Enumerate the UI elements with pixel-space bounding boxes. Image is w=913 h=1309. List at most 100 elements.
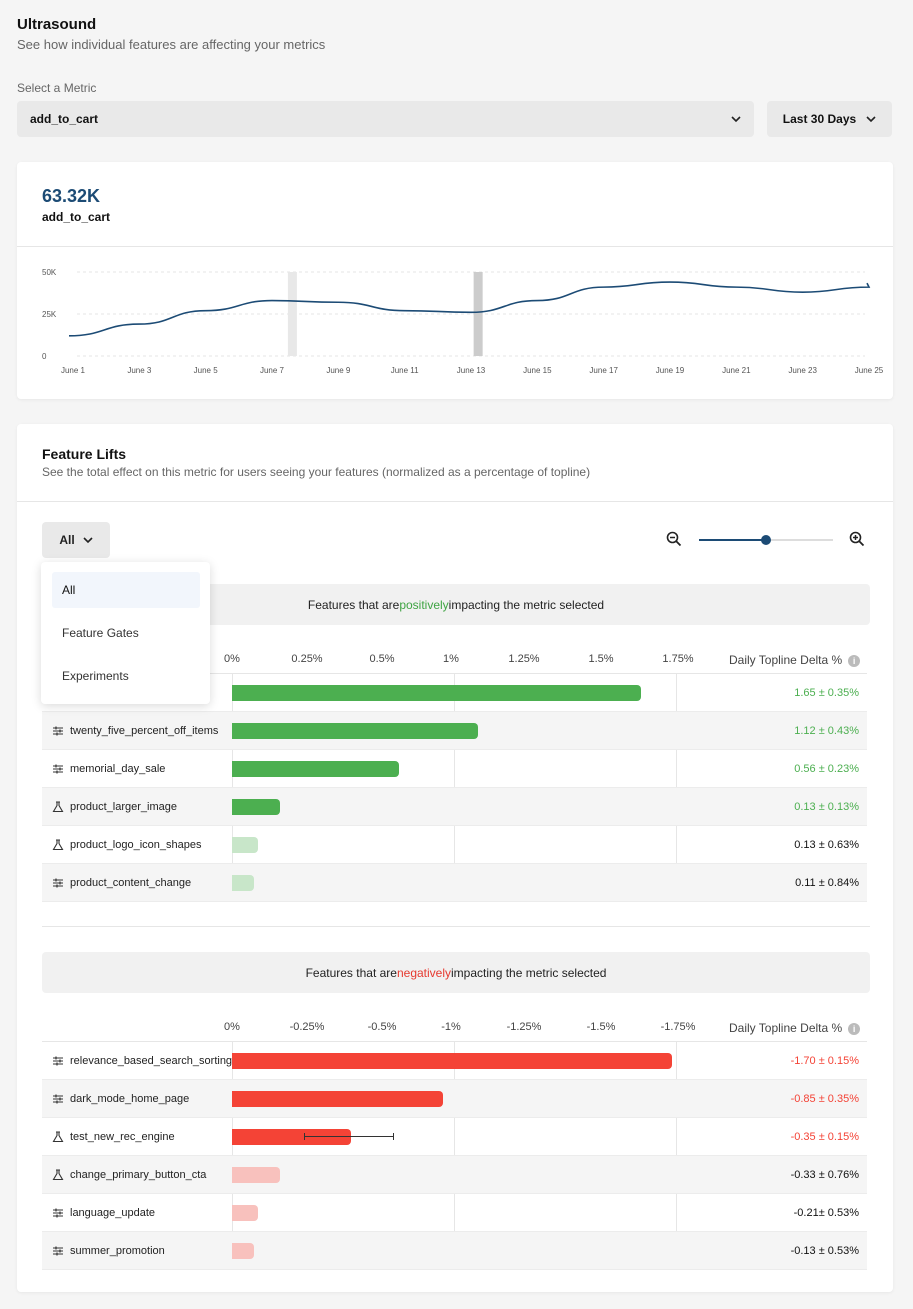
lift-bar[interactable] xyxy=(232,837,259,853)
dropdown-option-all[interactable]: All xyxy=(52,572,200,608)
value-column-header: Daily Topline Delta % i xyxy=(729,653,861,667)
zoom-out-icon[interactable] xyxy=(666,531,682,547)
zoom-in-icon[interactable] xyxy=(849,531,865,547)
feature-row[interactable]: product_larger_image 0.13 ± 0.13% xyxy=(42,788,867,826)
zoom-slider-handle[interactable] xyxy=(761,535,771,545)
card-divider xyxy=(17,501,893,502)
info-icon[interactable]: i xyxy=(848,1023,861,1035)
lift-bar[interactable] xyxy=(232,685,642,701)
feature-row[interactable]: relevance_based_search_sorting -1.70 ± 0.… xyxy=(42,1042,867,1080)
x-tick-label: June 23 xyxy=(788,366,817,375)
feature-type-filter[interactable]: All xyxy=(42,522,110,558)
feature-row[interactable]: language_update -0.21± 0.53% xyxy=(42,1194,867,1232)
feature-name-text: language_update xyxy=(70,1207,156,1219)
axis-tick-label: 1.75% xyxy=(662,653,694,665)
feature-name-text: memorial_day_sale xyxy=(70,763,166,775)
feature-row[interactable]: 1.65 ± 0.35% xyxy=(42,674,867,712)
y-tick-label: 25K xyxy=(42,310,57,319)
experiment-icon xyxy=(52,801,64,813)
lift-bar[interactable] xyxy=(232,1205,259,1221)
axis-tick-label: 0% xyxy=(224,653,240,665)
lift-bar[interactable] xyxy=(232,1129,351,1145)
axis-tick-label: -0.5% xyxy=(367,1021,397,1033)
value-column-header-text: Daily Topline Delta % xyxy=(729,653,843,667)
feature-lifts-subtitle: See the total effect on this metric for … xyxy=(42,465,591,479)
section-divider xyxy=(42,926,870,927)
axis-tick-label: 1.5% xyxy=(588,653,614,665)
feature-name: memorial_day_sale xyxy=(52,750,165,788)
lift-bar[interactable] xyxy=(232,761,400,777)
page-title: Ultrasound xyxy=(17,16,97,33)
feature-row[interactable]: change_primary_button_cta -0.33 ± 0.76% xyxy=(42,1156,867,1194)
axis-tick-label: -1.75% xyxy=(660,1021,696,1033)
page-subtitle: See how individual features are affectin… xyxy=(17,37,326,52)
feature-lifts-card: Feature Lifts See the total effect on th… xyxy=(17,424,893,1292)
metric-total-value: 63.32K xyxy=(42,186,101,206)
x-tick-label: June 17 xyxy=(589,366,618,375)
metric-select-value: add_to_cart xyxy=(30,112,99,126)
table-header-divider xyxy=(42,673,867,674)
lift-bar[interactable] xyxy=(232,723,479,739)
dropdown-option-feature-gates[interactable]: Feature Gates xyxy=(62,626,139,640)
feature-row[interactable]: twenty_five_percent_off_items 1.12 ± 0.43… xyxy=(42,712,867,750)
feature-name: language_update xyxy=(52,1194,155,1232)
feature-gate-icon xyxy=(53,1246,63,1256)
lift-bar[interactable] xyxy=(232,799,281,815)
feature-name-text: test_new_rec_engine xyxy=(70,1131,175,1143)
axis-tick-label: 0.25% xyxy=(291,653,323,665)
feature-gate-icon xyxy=(53,1208,63,1218)
axis-tick-label: 1.25% xyxy=(508,653,540,665)
feature-name-text: summer_promotion xyxy=(70,1245,165,1257)
x-tick-label: June 13 xyxy=(457,366,486,375)
metric-select-label: Select a Metric xyxy=(17,81,97,95)
feature-name-text: product_larger_image xyxy=(70,801,178,813)
zoom-slider-track[interactable] xyxy=(699,535,833,545)
banner-text: impacting the metric selected xyxy=(448,597,605,612)
y-tick-label: 50K xyxy=(42,268,57,277)
info-icon[interactable]: i xyxy=(848,655,861,667)
x-tick-label: June 7 xyxy=(260,366,285,375)
feature-lifts-title: Feature Lifts xyxy=(42,446,127,462)
banner-text: impacting the metric selected xyxy=(451,965,607,980)
feature-name-text: twenty_five_percent_off_items xyxy=(70,725,219,737)
metric-select[interactable]: add_to_cart xyxy=(17,101,754,137)
axis-tick-label: -1.25% xyxy=(506,1021,542,1033)
x-tick-label: June 1 xyxy=(61,366,86,375)
feature-row[interactable]: memorial_day_sale 0.56 ± 0.23% xyxy=(42,750,867,788)
feature-row[interactable]: dark_mode_home_page -0.85 ± 0.35% xyxy=(42,1080,867,1118)
chevron-down-icon xyxy=(731,116,741,123)
feature-gate-icon xyxy=(53,726,63,736)
lift-value: 1.12 ± 0.43% xyxy=(794,725,859,737)
axis-tick-label: 1% xyxy=(443,653,459,665)
banner-text: Features that are xyxy=(305,965,397,980)
lift-bar[interactable] xyxy=(232,1243,254,1259)
date-range-select[interactable]: Last 30 Days xyxy=(767,101,892,137)
lift-value: -0.33 ± 0.76% xyxy=(790,1169,859,1181)
lift-bar[interactable] xyxy=(232,1167,281,1183)
date-range-value: Last 30 Days xyxy=(782,112,857,126)
feature-gate-icon xyxy=(53,1056,63,1066)
feature-row[interactable]: test_new_rec_engine -0.35 ± 0.15% xyxy=(42,1118,867,1156)
feature-row[interactable]: product_content_change 0.11 ± 0.84% xyxy=(42,864,867,902)
feature-name: dark_mode_home_page xyxy=(52,1080,189,1118)
metric-trend-chart: 50K 25K 0 June 1 June 3 June 5 June 7 June 9 Jun… xyxy=(42,268,884,375)
feature-name: product_content_change xyxy=(52,864,191,902)
lift-value: 0.11 ± 0.84% xyxy=(795,877,859,889)
dropdown-option-experiments[interactable]: Experiments xyxy=(62,669,129,683)
lift-value: 1.65 ± 0.35% xyxy=(794,687,859,699)
lift-bar[interactable] xyxy=(232,875,254,891)
chevron-down-icon xyxy=(866,116,876,123)
banner-text: Features that are xyxy=(307,597,400,612)
experiment-icon xyxy=(52,1131,64,1143)
feature-row[interactable]: product_logo_icon_shapes 0.13 ± 0.63% xyxy=(42,826,867,864)
x-tick-label: June 19 xyxy=(656,366,685,375)
feature-name: relevance_based_search_sorting xyxy=(52,1042,232,1080)
metric-summary-card: 63.32K add_to_cart 50K 25K 0 June 1 June 3 Ju… xyxy=(17,162,893,399)
feature-row[interactable]: summer_promotion -0.13 ± 0.53% xyxy=(42,1232,867,1270)
value-column-header: Daily Topline Delta % i xyxy=(729,1021,861,1035)
feature-name: summer_promotion xyxy=(52,1232,165,1270)
lift-bar[interactable] xyxy=(232,1053,672,1069)
feature-gate-icon xyxy=(53,878,63,888)
lift-bar[interactable] xyxy=(232,1091,444,1107)
feature-type-dropdown: All Feature Gates Experiments xyxy=(41,562,210,704)
